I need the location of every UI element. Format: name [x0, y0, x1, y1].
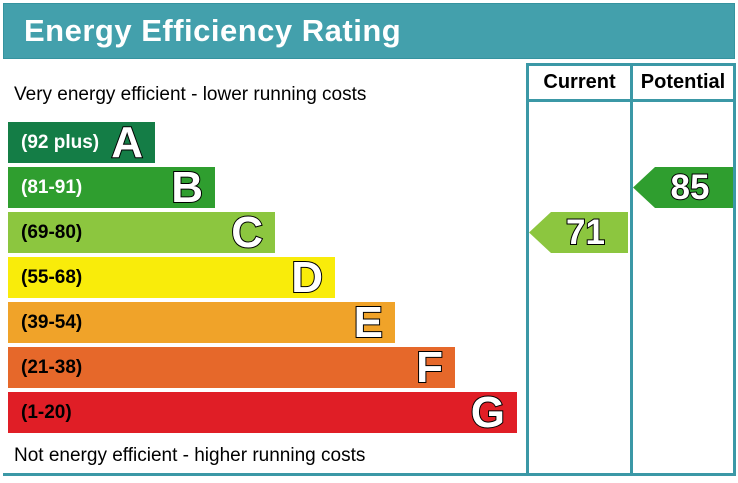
- band-letter: F: [415, 343, 444, 392]
- table-border-top: [526, 63, 736, 66]
- table-border-left: [526, 63, 529, 476]
- band-letter: B: [170, 163, 204, 212]
- band-range-label: (1-20): [21, 401, 72, 423]
- band-a: (92 plus) A: [8, 118, 155, 167]
- title-bar: Energy Efficiency Rating: [3, 3, 735, 59]
- table-border-middle: [630, 63, 633, 476]
- band-c: (69-80) C: [8, 208, 275, 257]
- band-letter: E: [353, 298, 384, 347]
- chart-bottom-border: [3, 473, 736, 476]
- band-f: (21-38) F: [8, 343, 455, 392]
- current-rating-value: 71: [565, 212, 606, 253]
- bottom-note: Not energy efficient - higher running co…: [14, 445, 366, 466]
- band-g: (1-20) G: [8, 388, 517, 437]
- band-range-label: (69-80): [21, 221, 83, 243]
- table-border-right: [733, 63, 736, 476]
- top-note: Very energy efficient - lower running co…: [14, 84, 367, 105]
- band-letter: G: [470, 388, 506, 437]
- potential-column-header: Potential: [640, 71, 726, 93]
- band-range-label: (21-38): [21, 356, 83, 378]
- band-letter: D: [290, 253, 324, 302]
- page-title: Energy Efficiency Rating: [24, 13, 402, 48]
- band-b: (81-91) B: [8, 163, 215, 212]
- band-range-label: (81-91): [21, 176, 83, 198]
- band-range-label: (39-54): [21, 311, 83, 333]
- band-letter: C: [230, 208, 264, 257]
- band-range-label: (92 plus): [21, 131, 100, 153]
- band-e: (39-54) E: [8, 298, 395, 347]
- current-column-header: Current: [543, 71, 616, 93]
- potential-rating-arrow: 85: [633, 167, 733, 208]
- band-d: (55-68) D: [8, 253, 335, 302]
- band-range-label: (55-68): [21, 266, 83, 288]
- table-header-separator: [526, 99, 736, 102]
- potential-rating-value: 85: [670, 167, 711, 208]
- current-rating-arrow: 71: [529, 212, 628, 253]
- band-letter: A: [110, 118, 144, 167]
